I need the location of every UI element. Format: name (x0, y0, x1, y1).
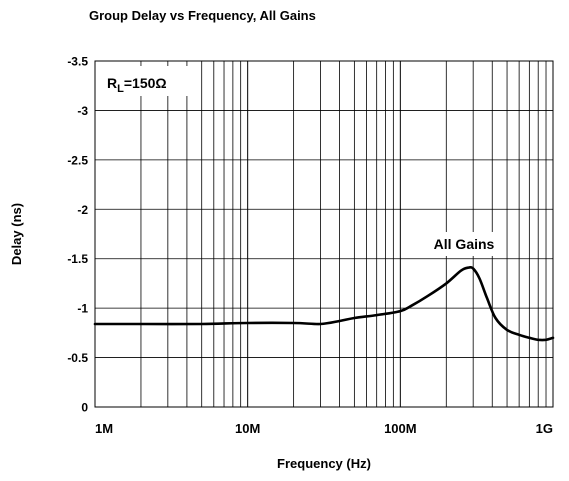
series-layer (93, 266, 555, 342)
y-tick-label: -2 (77, 203, 88, 217)
x-tick-label: 1G (536, 421, 553, 436)
y-tick-labels: 0 -0.5 -1 -1.5 -2 -2.5 -3 -3.5 (67, 55, 88, 415)
grid-lines (95, 60, 553, 408)
x-tick-label: 100M (384, 421, 417, 436)
condition-label-subscript: L (117, 83, 124, 95)
series-line-all-gains (93, 266, 555, 342)
y-tick-label: -2.5 (67, 153, 88, 167)
x-tick-labels: 1M 10M 100M 1G (95, 421, 553, 436)
x-axis-label: Frequency (Hz) (277, 456, 371, 471)
condition-label-value: =150Ω (124, 75, 167, 91)
y-axis-label: Delay (ns) (9, 203, 24, 265)
condition-label-main: R (107, 75, 117, 91)
y-tick-label: -0.5 (67, 351, 88, 365)
series-annotation: All Gains (434, 236, 495, 252)
x-tick-label: 1M (95, 421, 113, 436)
condition-label: RL=150Ω (107, 75, 167, 95)
y-tick-label: 0 (81, 401, 88, 415)
x-tick-label: 10M (235, 421, 260, 436)
plot-area-frame (94, 60, 554, 408)
condition-label-bg (98, 66, 188, 96)
y-tick-label: -3 (77, 104, 88, 118)
y-tick-label: -3.5 (67, 55, 88, 69)
y-tick-label: -1.5 (67, 252, 88, 266)
chart-title: Group Delay vs Frequency, All Gains (89, 8, 316, 23)
series-annotation-bg (422, 232, 506, 256)
y-tick-label: -1 (77, 302, 88, 316)
